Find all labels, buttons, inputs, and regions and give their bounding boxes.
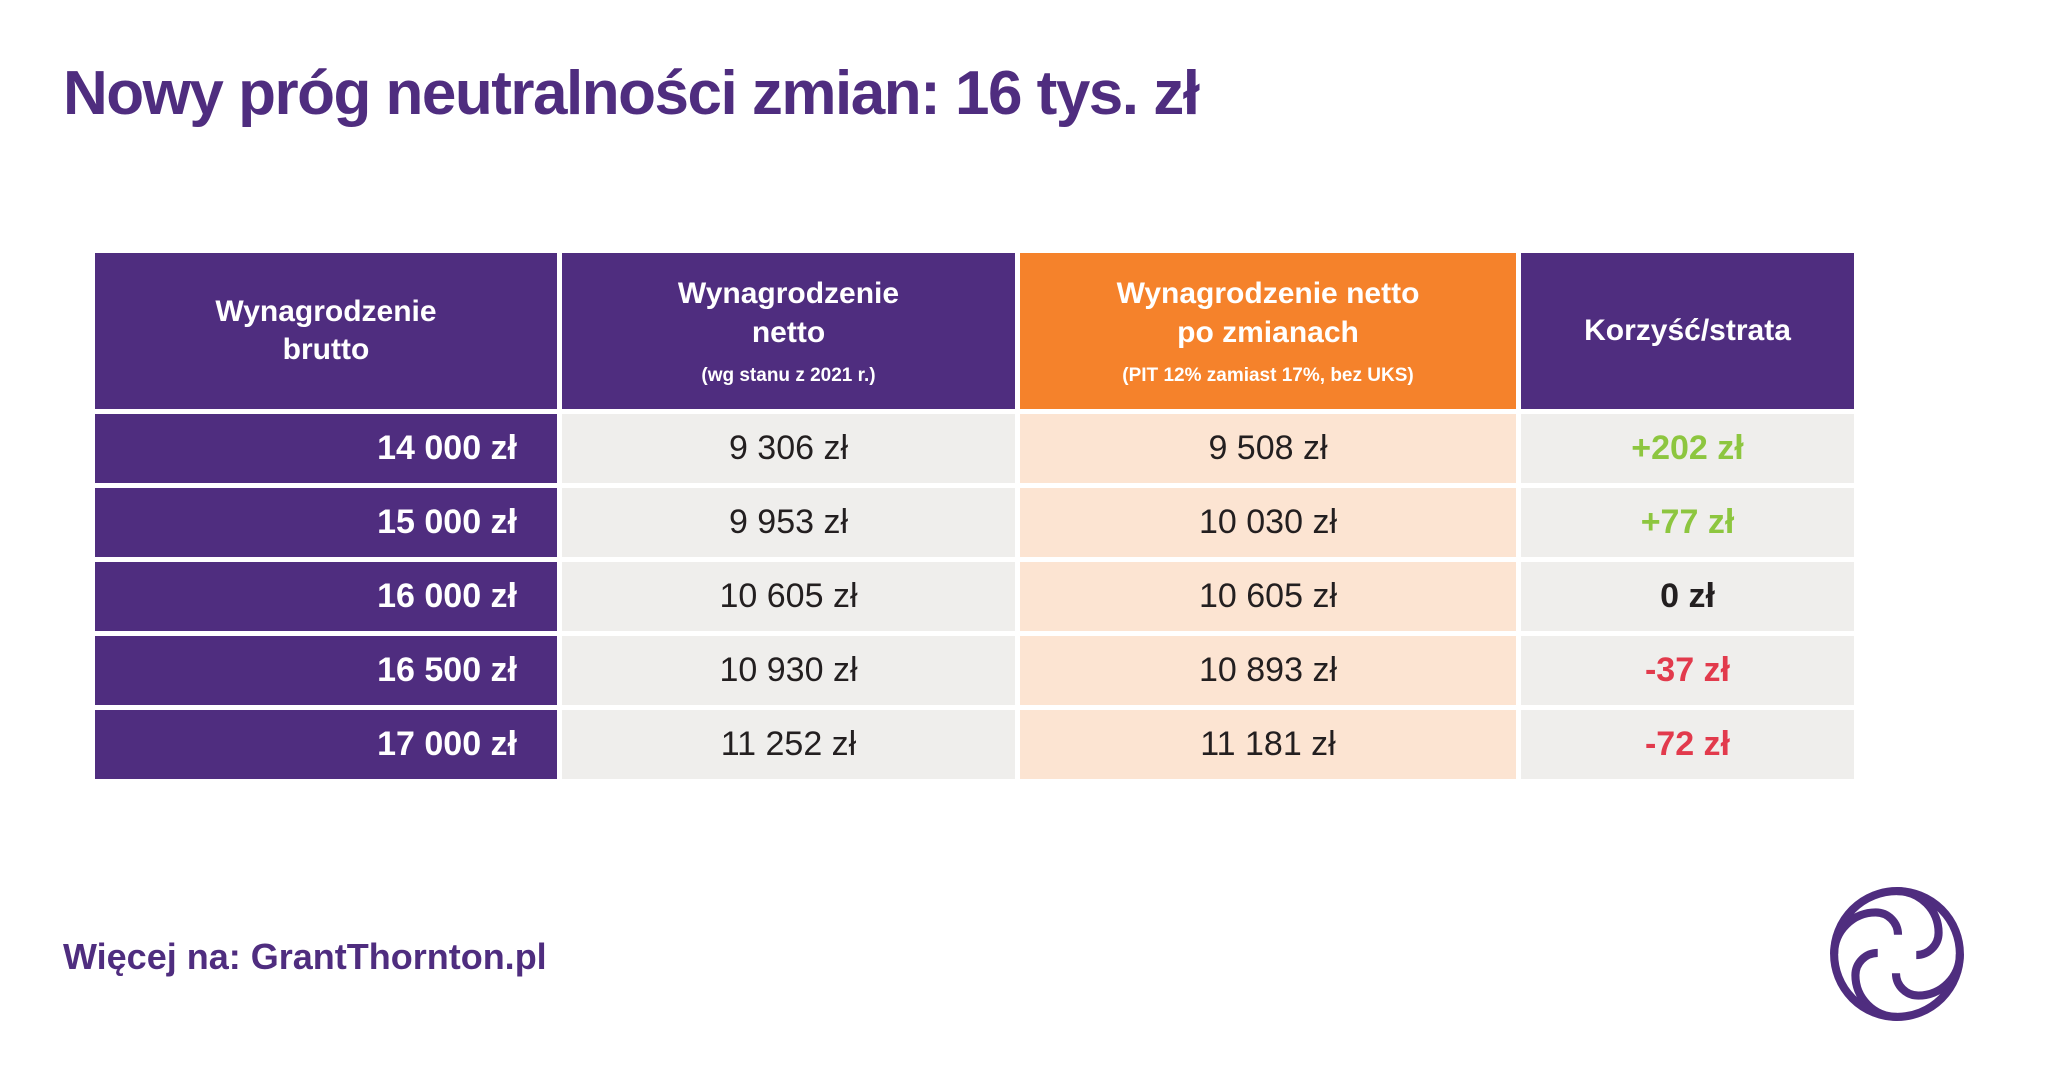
row4-netto-2021-cell: 10 930 zł [562,636,1015,705]
row4-korzysc-strata-cell: -37 zł [1521,636,1854,705]
header-title: Wynagrodzenie netto [677,277,900,349]
row3-korzysc-strata-cell: 0 zł [1521,562,1854,631]
header-wynagrodzenie-brutto: Wynagrodzenie brutto [95,253,557,409]
row5-brutto-cell: 17 000 zł [95,710,557,779]
row1-netto-2021-cell: 9 306 zł [562,414,1015,483]
row3-brutto-cell: 16 000 zł [95,562,557,631]
header-title: Wynagrodzenie brutto [215,294,437,366]
row4-netto-po-zmianach-cell: 10 893 zł [1020,636,1516,705]
row1-netto-po-zmianach-cell: 9 508 zł [1020,414,1516,483]
row3-netto-po-zmianach-cell: 10 605 zł [1020,562,1516,631]
row2-netto-2021-cell: 9 953 zł [562,488,1015,557]
row3-netto-2021-cell: 10 605 zł [562,562,1015,631]
header-wynagrodzenie-netto-2021: Wynagrodzenie netto (wg stanu z 2021 r.) [562,253,1015,409]
salary-comparison-table: Wynagrodzenie brutto Wynagrodzenie netto… [95,253,1854,779]
header-title: Wynagrodzenie netto po zmianach [1116,277,1420,349]
row4-brutto-cell: 16 500 zł [95,636,557,705]
grant-thornton-swirl-logo-icon [1830,887,1964,1021]
row2-korzysc-strata-cell: +77 zł [1521,488,1854,557]
header-title: Korzyść/strata [1584,313,1791,347]
footer-link: Więcej na: GrantThornton.pl [63,936,547,977]
header-korzysc-strata: Korzyść/strata [1521,253,1854,409]
page-title: Nowy próg neutralności zmian: 16 tys. zł [63,59,1200,128]
row5-netto-po-zmianach-cell: 11 181 zł [1020,710,1516,779]
header-subtitle: (PIT 12% zamiast 17%, bez UKS) [1122,364,1414,386]
header-subtitle: (wg stanu z 2021 r.) [701,364,876,386]
row2-brutto-cell: 15 000 zł [95,488,557,557]
row1-korzysc-strata-cell: +202 zł [1521,414,1854,483]
row1-brutto-cell: 14 000 zł [95,414,557,483]
row5-korzysc-strata-cell: -72 zł [1521,710,1854,779]
header-wynagrodzenie-netto-po-zmianach: Wynagrodzenie netto po zmianach (PIT 12%… [1020,253,1516,409]
row2-netto-po-zmianach-cell: 10 030 zł [1020,488,1516,557]
row5-netto-2021-cell: 11 252 zł [562,710,1015,779]
